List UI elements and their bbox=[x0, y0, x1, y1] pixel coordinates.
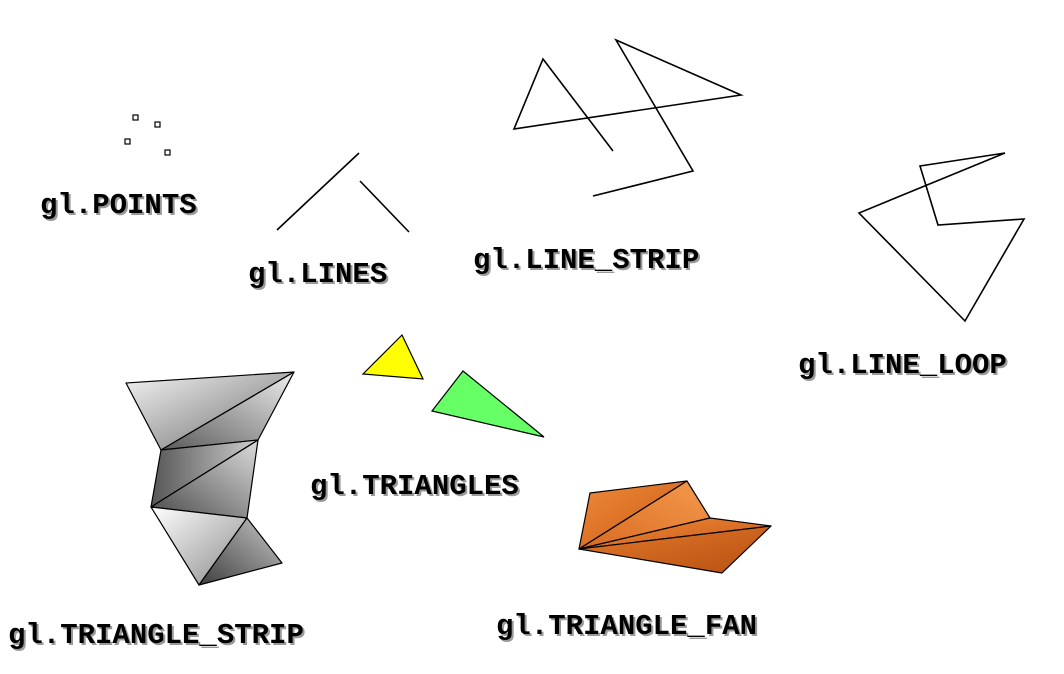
svg-text:gl.LINES: gl.LINES bbox=[250, 260, 389, 293]
label-line-strip: gl.LINE_STRIP gl.LINE_STRIP bbox=[473, 244, 701, 279]
points-figure bbox=[124, 114, 171, 156]
label-points-text: gl.POINTS bbox=[40, 189, 197, 222]
triangle-yellow bbox=[361, 333, 424, 380]
svg-text:gl.LINE_STRIP: gl.LINE_STRIP bbox=[475, 246, 701, 279]
line-segment bbox=[359, 180, 410, 233]
label-triangle-fan-text: gl.TRIANGLE_FAN bbox=[496, 610, 757, 643]
triangle-strip-figure bbox=[125, 371, 295, 586]
triangle-green bbox=[430, 370, 545, 438]
svg-text:gl.LINE_LOOP: gl.LINE_LOOP bbox=[800, 351, 1009, 384]
point-vertex bbox=[132, 114, 139, 121]
triangles-figure bbox=[361, 333, 545, 438]
label-lines-text: gl.LINES bbox=[248, 258, 387, 291]
lines-figure bbox=[276, 152, 410, 233]
line-segment bbox=[276, 152, 360, 231]
point-vertex bbox=[124, 138, 131, 145]
triangle-fan-figure bbox=[578, 480, 772, 574]
label-triangle-strip-text: gl.TRIANGLE_STRIP bbox=[8, 619, 304, 652]
label-triangle-strip: gl.TRIANGLE_STRIP gl.TRIANGLE_STRIP bbox=[8, 619, 306, 654]
svg-text:gl.POINTS: gl.POINTS bbox=[42, 191, 199, 224]
label-lines: gl.LINES gl.LINES bbox=[248, 258, 389, 293]
label-triangle-fan: gl.TRIANGLE_FAN gl.TRIANGLE_FAN bbox=[496, 610, 759, 645]
svg-text:gl.TRIANGLES: gl.TRIANGLES bbox=[312, 472, 521, 505]
fan-triangle bbox=[578, 525, 772, 574]
label-triangles: gl.TRIANGLES gl.TRIANGLES bbox=[310, 470, 521, 505]
label-points: gl.POINTS gl.POINTS bbox=[40, 189, 199, 224]
point-vertex bbox=[154, 121, 161, 128]
label-triangles-text: gl.TRIANGLES bbox=[310, 470, 519, 503]
label-line-loop: gl.LINE_LOOP gl.LINE_LOOP bbox=[798, 349, 1009, 384]
svg-text:gl.TRIANGLE_STRIP: gl.TRIANGLE_STRIP bbox=[10, 621, 306, 654]
point-vertex bbox=[164, 149, 171, 156]
strip-triangle bbox=[198, 517, 283, 586]
label-line-strip-text: gl.LINE_STRIP bbox=[473, 244, 699, 277]
svg-text:gl.TRIANGLE_FAN: gl.TRIANGLE_FAN bbox=[498, 612, 759, 645]
line-strip-figure bbox=[512, 38, 744, 197]
label-line-loop-text: gl.LINE_LOOP bbox=[798, 349, 1007, 382]
line-loop-figure bbox=[857, 152, 1026, 323]
